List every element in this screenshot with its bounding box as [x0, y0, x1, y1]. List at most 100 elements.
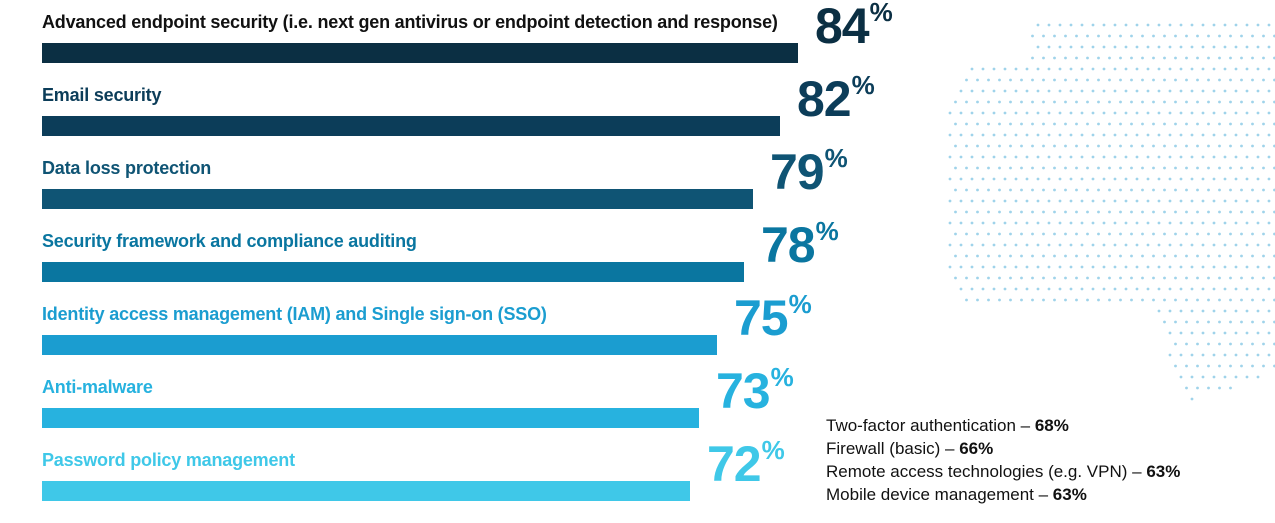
pattern-dot — [1223, 265, 1227, 269]
pattern-dot — [1036, 23, 1040, 27]
additional-item: Mobile device management – 63% — [826, 483, 1180, 506]
pattern-dot — [1157, 177, 1161, 181]
pattern-dot — [970, 243, 974, 247]
pattern-dot — [1053, 56, 1056, 60]
pattern-dot — [948, 243, 952, 247]
pattern-dot — [1025, 287, 1029, 291]
pattern-dot — [1141, 276, 1144, 280]
pattern-dot — [1174, 144, 1177, 148]
category-label: Password policy management — [42, 450, 295, 470]
pattern-dot — [1086, 78, 1089, 82]
pattern-dot — [1130, 188, 1133, 192]
pattern-dot — [1108, 276, 1111, 280]
pattern-dot — [1196, 144, 1199, 148]
pattern-dot — [1234, 155, 1238, 159]
pattern-dot — [1234, 89, 1238, 93]
pattern-dot — [1009, 210, 1012, 214]
pattern-dot — [1218, 188, 1221, 192]
pattern-dot — [1229, 298, 1232, 302]
pattern-dot — [1207, 166, 1210, 170]
pattern-dot — [970, 111, 974, 115]
pattern-dot — [1262, 298, 1265, 302]
pattern-dot — [1086, 232, 1089, 236]
pattern-dot — [1020, 232, 1023, 236]
pattern-dot — [1223, 155, 1227, 159]
pattern-dot — [1196, 78, 1199, 82]
pattern-dot — [1212, 199, 1216, 203]
pattern-dot — [1097, 166, 1100, 170]
pattern-dot — [1036, 45, 1040, 49]
pattern-dot — [1014, 89, 1018, 93]
pattern-dot — [1234, 67, 1238, 71]
pattern-dot — [1124, 265, 1128, 269]
pattern-dot — [1146, 155, 1150, 159]
pattern-dot — [1009, 78, 1012, 82]
pattern-dot — [1119, 232, 1122, 236]
pattern-dot — [1119, 298, 1122, 302]
pattern-dot — [1196, 34, 1199, 38]
pattern-dot — [1190, 111, 1194, 115]
pattern-dot — [981, 265, 985, 269]
pattern-dot — [1014, 111, 1018, 115]
pattern-dot — [1212, 375, 1216, 379]
pattern-dot — [948, 111, 952, 115]
pattern-dot — [1036, 265, 1040, 269]
pattern-dot — [1108, 100, 1111, 104]
pattern-dot — [1218, 78, 1221, 82]
pattern-dot — [1080, 111, 1084, 115]
pattern-dot — [1251, 320, 1254, 324]
pattern-dot — [987, 144, 990, 148]
pattern-dot — [1212, 287, 1216, 291]
pattern-dot — [1102, 155, 1106, 159]
pattern-dot — [1064, 100, 1067, 104]
pattern-dot — [1163, 210, 1166, 214]
pattern-dot — [1141, 210, 1144, 214]
pattern-dot — [1256, 309, 1260, 313]
pattern-dot — [1031, 34, 1034, 38]
pattern-dot — [1042, 122, 1045, 126]
pattern-dot — [1179, 287, 1183, 291]
pattern-dot — [1207, 34, 1210, 38]
pattern-dot — [1069, 265, 1073, 269]
pattern-dot — [992, 199, 996, 203]
pattern-dot — [1168, 331, 1172, 335]
pattern-dot — [1251, 210, 1254, 214]
pattern-dot — [1185, 100, 1188, 104]
pattern-dot — [1058, 45, 1062, 49]
pattern-dot — [1240, 320, 1243, 324]
pattern-dot — [1091, 265, 1095, 269]
pattern-dot — [1003, 199, 1007, 203]
pattern-dot — [1212, 265, 1216, 269]
pattern-dot — [1201, 375, 1205, 379]
pattern-dot — [1031, 232, 1034, 236]
pattern-dot — [1256, 243, 1260, 247]
pattern-dot — [1218, 56, 1221, 60]
pattern-dot — [1229, 320, 1232, 324]
pattern-dot — [1179, 243, 1183, 247]
pattern-dot — [1245, 111, 1249, 115]
pattern-dot — [1152, 276, 1155, 280]
pattern-dot — [1113, 111, 1117, 115]
pattern-dot — [1168, 243, 1172, 247]
pattern-dot — [1042, 100, 1045, 104]
pattern-dot — [1251, 232, 1254, 236]
pattern-dot — [1152, 254, 1155, 258]
pattern-dot — [1251, 122, 1254, 126]
pattern-dot — [1053, 232, 1056, 236]
pattern-dot — [1218, 100, 1221, 104]
pattern-dot — [1190, 331, 1194, 335]
pattern-dot — [1157, 287, 1161, 291]
pattern-dot — [1245, 243, 1249, 247]
pattern-dot — [1251, 166, 1254, 170]
pattern-dot — [1130, 100, 1133, 104]
pattern-dot — [1267, 221, 1271, 225]
pattern-dot — [1058, 155, 1062, 159]
pattern-dot — [1141, 188, 1144, 192]
pattern-dot — [1174, 276, 1177, 280]
pattern-dot — [1212, 353, 1216, 357]
pattern-dot — [959, 155, 963, 159]
pattern-dot — [1179, 111, 1183, 115]
pattern-dot — [1174, 100, 1177, 104]
pattern-dot — [1042, 144, 1045, 148]
pattern-dot — [1256, 45, 1260, 49]
